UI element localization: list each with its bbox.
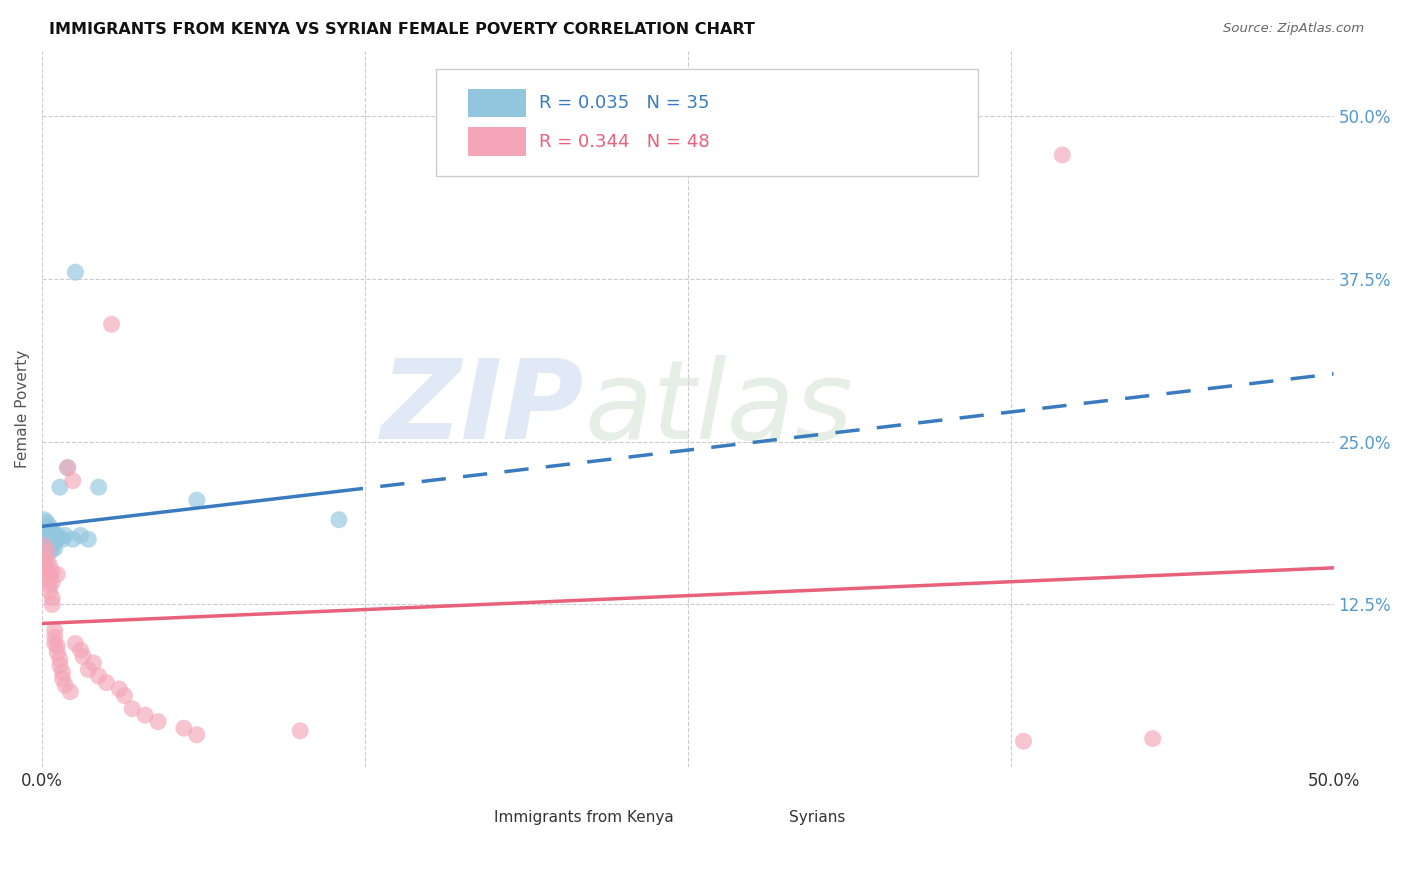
Point	[38, 525, 60, 540]
Point	[46, 528, 69, 542]
Point	[35, 545, 58, 559]
Point	[62, 474, 84, 488]
Y-axis label: Female Poverty: Female Poverty	[15, 350, 30, 468]
Point	[186, 728, 208, 742]
Text: Immigrants from Kenya: Immigrants from Kenya	[495, 810, 675, 825]
Point	[38, 584, 60, 599]
Point	[328, 513, 350, 527]
Point	[38, 533, 60, 547]
Point	[34, 558, 56, 573]
Text: R = 0.035   N = 35: R = 0.035 N = 35	[538, 94, 710, 112]
Point	[82, 656, 104, 670]
Point	[41, 598, 63, 612]
Point	[96, 675, 118, 690]
Point	[87, 480, 110, 494]
Point	[53, 528, 76, 542]
Point	[51, 665, 73, 680]
Point	[44, 541, 66, 556]
Point	[65, 265, 87, 279]
Point	[34, 519, 56, 533]
Point	[51, 533, 73, 547]
Bar	[475, 803, 513, 821]
Bar	[468, 128, 526, 156]
Point	[41, 591, 63, 605]
Point	[38, 545, 60, 559]
Point	[46, 567, 69, 582]
Point	[38, 558, 60, 573]
Point	[44, 624, 66, 638]
Point	[173, 721, 195, 735]
Text: IMMIGRANTS FROM KENYA VS SYRIAN FEMALE POVERTY CORRELATION CHART: IMMIGRANTS FROM KENYA VS SYRIAN FEMALE P…	[49, 22, 755, 37]
Point	[38, 539, 60, 553]
Point	[72, 649, 94, 664]
Point	[41, 565, 63, 579]
Point	[46, 533, 69, 547]
Point	[51, 672, 73, 686]
Point	[134, 708, 156, 723]
Point	[35, 554, 58, 568]
Point	[69, 528, 91, 542]
Point	[1142, 731, 1164, 746]
Point	[146, 714, 169, 729]
Point	[56, 460, 79, 475]
FancyBboxPatch shape	[436, 69, 979, 176]
Point	[41, 525, 63, 540]
Point	[65, 636, 87, 650]
Point	[114, 689, 136, 703]
Text: ZIP: ZIP	[381, 356, 585, 462]
Point	[35, 528, 58, 542]
Point	[41, 575, 63, 590]
Point	[77, 533, 100, 547]
Point	[34, 533, 56, 547]
Point	[35, 565, 58, 579]
Point	[44, 636, 66, 650]
Point	[34, 539, 56, 553]
Point	[34, 525, 56, 540]
Point	[44, 630, 66, 644]
Point	[35, 539, 58, 553]
Point	[44, 533, 66, 547]
Point	[49, 652, 72, 666]
Point	[35, 522, 58, 536]
Point	[34, 513, 56, 527]
Point	[56, 460, 79, 475]
Point	[41, 534, 63, 549]
Point	[35, 571, 58, 585]
Bar	[468, 88, 526, 118]
Point	[38, 578, 60, 592]
Point	[53, 678, 76, 692]
Point	[46, 646, 69, 660]
Point	[62, 533, 84, 547]
Point	[49, 480, 72, 494]
Point	[288, 723, 311, 738]
Point	[69, 643, 91, 657]
Text: atlas: atlas	[585, 356, 853, 462]
Point	[59, 684, 82, 698]
Point	[44, 525, 66, 540]
Point	[108, 682, 131, 697]
Text: R = 0.344   N = 48: R = 0.344 N = 48	[538, 133, 710, 151]
Point	[100, 318, 122, 332]
Point	[1052, 148, 1074, 162]
Point	[121, 701, 143, 715]
Point	[49, 658, 72, 673]
Point	[38, 567, 60, 582]
Point	[77, 663, 100, 677]
Bar	[733, 803, 772, 821]
Point	[41, 541, 63, 556]
Point	[41, 533, 63, 547]
Point	[186, 493, 208, 508]
Text: Source: ZipAtlas.com: Source: ZipAtlas.com	[1223, 22, 1364, 36]
Point	[34, 551, 56, 566]
Point	[35, 516, 58, 530]
Point	[46, 639, 69, 653]
Point	[1012, 734, 1035, 748]
Point	[44, 534, 66, 549]
Point	[38, 519, 60, 533]
Point	[87, 669, 110, 683]
Text: Syrians: Syrians	[789, 810, 845, 825]
Point	[35, 536, 58, 550]
